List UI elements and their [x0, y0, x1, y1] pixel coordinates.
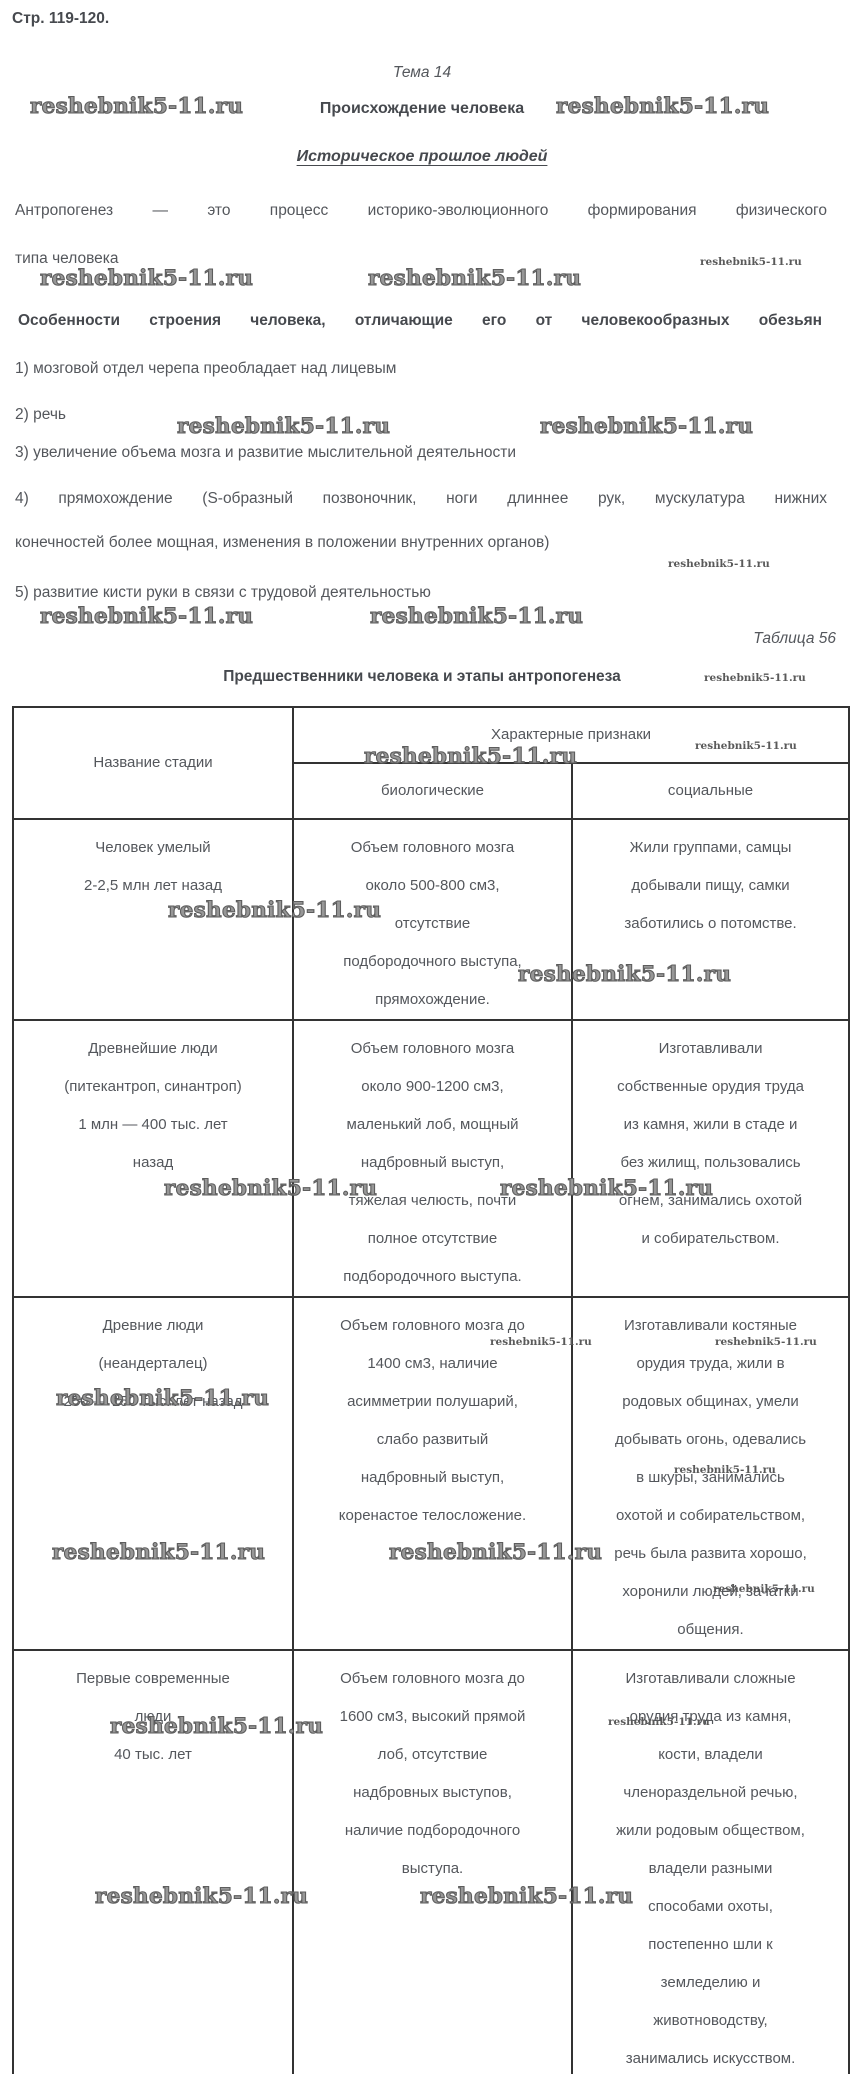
- anthropogenesis-table: Название стадии Характерные признаки био…: [12, 706, 851, 2074]
- watermark: reshebnik5-11.ru: [700, 256, 802, 268]
- table-row: Древнейшие люди (питекантроп, синантроп)…: [12, 1019, 851, 1298]
- watermark: reshebnik5-11.ru: [176, 413, 391, 439]
- page-title: Происхождение человека: [319, 100, 525, 117]
- feature-item-2: 2) речь: [15, 406, 66, 423]
- cell-social: Изготавливали костяные орудия труда, жил…: [570, 1296, 851, 1651]
- page-subtitle: Историческое прошлое людей: [296, 148, 548, 165]
- column-header-biological: биологические: [292, 762, 573, 820]
- cell-stage: Человек умелый 2-2,5 млн лет назад: [12, 818, 294, 1021]
- feature-item-5: 5) развитие кисти руки в связи с трудово…: [15, 584, 431, 601]
- column-header-social: социальные: [570, 762, 851, 820]
- cell-social: Изготавливали собственные орудия труда и…: [570, 1019, 851, 1298]
- table-row: Древние люди (неандерталец) 250 — 150 ты…: [12, 1296, 851, 1651]
- cell-biological: Объем головного мозга до 1400 см3, налич…: [292, 1296, 573, 1651]
- intro-paragraph-line2: типа человека: [15, 250, 119, 267]
- features-heading: Особенности строения человека, отличающи…: [18, 312, 822, 329]
- feature-item-1: 1) мозговой отдел черепа преобладает над…: [15, 360, 397, 377]
- cell-stage: Древнейшие люди (питекантроп, синантроп)…: [12, 1019, 294, 1298]
- watermark: reshebnik5-11.ru: [39, 265, 254, 291]
- watermark: reshebnik5-11.ru: [369, 603, 584, 629]
- table-title: Предшественники человека и этапы антропо…: [223, 668, 621, 685]
- feature-item-4-line2: конечностей более мощная, изменения в по…: [15, 534, 550, 551]
- table-row: Человек умелый 2-2,5 млн лет назад Объем…: [12, 818, 851, 1021]
- cell-biological: Объем головного мозга до 1600 см3, высок…: [292, 1649, 573, 2074]
- cell-biological: Объем головного мозга около 500-800 см3,…: [292, 818, 573, 1021]
- table-number-label: Таблица 56: [753, 630, 836, 647]
- cell-stage: Древние люди (неандерталец) 250 — 150 ты…: [12, 1296, 294, 1651]
- watermark: reshebnik5-11.ru: [539, 413, 754, 439]
- page-reference: Стр. 119-120.: [12, 10, 110, 27]
- cell-social: Жили группами, самцы добывали пищу, самк…: [570, 818, 851, 1021]
- feature-item-4-line1: 4) прямохождение (S-образный позвоночник…: [15, 490, 827, 507]
- cell-stage: Первые современные люди 40 тыс. лет: [12, 1649, 294, 2074]
- feature-item-3: 3) увеличение объема мозга и развитие мы…: [15, 444, 517, 461]
- intro-paragraph-line1: Антропогенез — это процесс историко-эвол…: [15, 202, 827, 219]
- cell-social: Изготавливали сложные орудия труда из ка…: [570, 1649, 851, 2074]
- column-header-group: Характерные признаки: [291, 706, 851, 764]
- column-header-stage: Название стадии: [12, 706, 294, 820]
- cell-biological: Объем головного мозга около 900-1200 см3…: [292, 1019, 573, 1298]
- watermark: reshebnik5-11.ru: [39, 603, 254, 629]
- table-row: Первые современные люди 40 тыс. лет Объе…: [12, 1649, 851, 2074]
- theme-label: Тема 14: [392, 64, 452, 81]
- watermark: reshebnik5-11.ru: [367, 265, 582, 291]
- watermark: reshebnik5-11.ru: [668, 558, 770, 570]
